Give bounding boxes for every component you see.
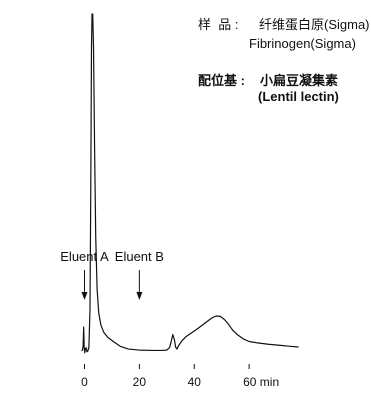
x-tick-label-20: 20 <box>133 375 147 389</box>
eluent-marker-a: Eluent A <box>60 249 109 300</box>
ligand-name-en: (Lentil lectin) <box>258 89 339 104</box>
eluent-b-arrow-head <box>136 292 143 300</box>
eluent-a-arrow-head <box>81 292 88 300</box>
eluent-marker-b: Eluent B <box>115 249 164 300</box>
sample-name-cn: 纤维蛋白原(Sigma) <box>259 17 370 32</box>
ligand-label: 配位基 : <box>198 73 249 88</box>
eluent-b-label: Eluent B <box>115 249 164 264</box>
sample-name-en: Fibrinogen(Sigma) <box>249 36 356 51</box>
sample-label: 样 品 : <box>198 17 242 32</box>
annotation-block: 样 品 : 纤维蛋白原(Sigma) Fibrinogen(Sigma) 配位基… <box>198 17 370 104</box>
eluent-a-label: Eluent A <box>60 249 109 264</box>
chromatogram-trace <box>81 13 299 354</box>
x-tick-label-40: 40 <box>188 375 202 389</box>
x-axis: 0 20 40 60 min <box>81 364 279 389</box>
ligand-name-cn: 小扁豆凝集素 <box>260 73 338 88</box>
x-tick-label-0: 0 <box>81 375 88 389</box>
x-tick-label-60: 60 min <box>243 375 279 389</box>
